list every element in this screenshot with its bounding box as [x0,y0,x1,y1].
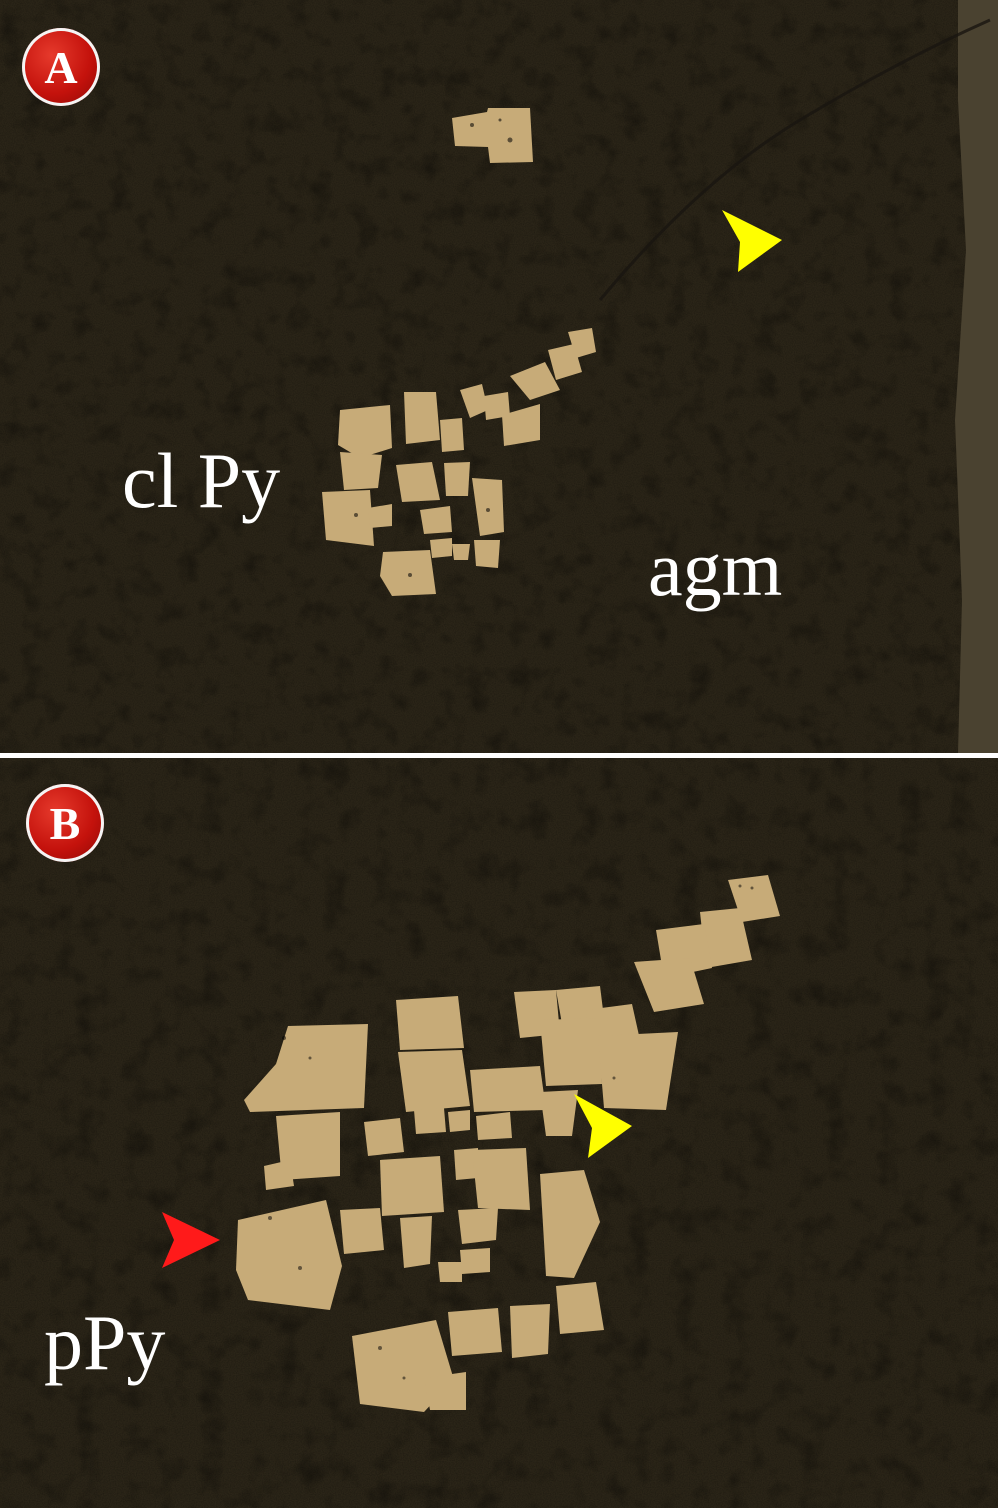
sample-edge [955,0,998,753]
fracture-line [598,18,991,301]
red-arrowhead-b [162,1212,220,1268]
micrograph-b [0,758,998,1508]
panel-b: B pPy [0,758,998,1508]
label-matrix: agm [648,525,783,612]
panel-divider [0,753,998,758]
micrograph-a [0,0,998,753]
yellow-arrowhead-a [722,210,782,272]
panel-a: A cl Py agm [0,0,998,753]
label-pyrite: pPy [44,1299,166,1386]
yellow-arrowhead-b [574,1094,632,1158]
label-cluster-pyrite: cl Py [122,437,281,524]
pyrite-cluster-b [236,875,780,1412]
pyrite-cluster-a [322,328,596,596]
panel-badge-b: B [26,784,104,862]
panel-badge-a: A [22,28,100,106]
pyrite-grain-isolated [452,108,533,163]
